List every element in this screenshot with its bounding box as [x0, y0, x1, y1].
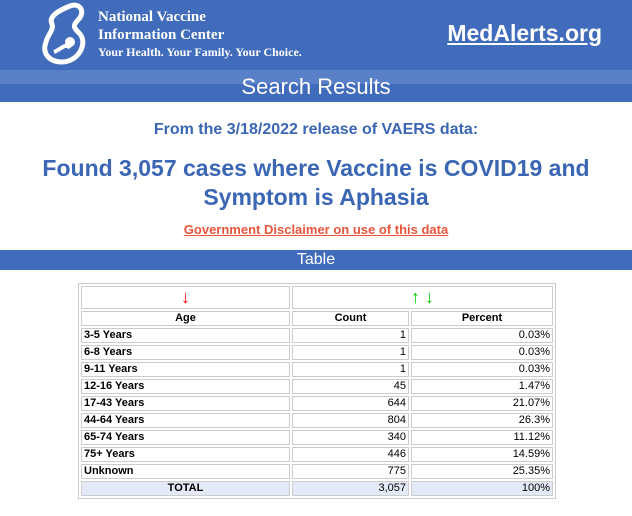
count-cell: 446 [292, 447, 409, 462]
org-line1: National Vaccine [98, 9, 206, 25]
table-row: 44-64 Years 804 26.3% [81, 413, 553, 428]
table-row: 3-5 Years 1 0.03% [81, 328, 553, 343]
disclaimer-link[interactable]: Government Disclaimer on use of this dat… [183, 222, 449, 237]
table-row: 75+ Years 446 14.59% [81, 447, 553, 462]
age-cell: 75+ Years [81, 447, 290, 462]
col-percent: Percent [411, 311, 553, 326]
count-sort-cell: ↑ ↓ [292, 286, 553, 309]
age-cell: 9-11 Years [81, 362, 290, 377]
age-sort-cell: ↓ [81, 286, 290, 309]
count-cell: 340 [292, 430, 409, 445]
age-cell: 44-64 Years [81, 413, 290, 428]
age-cell: 3-5 Years [81, 328, 290, 343]
total-label: TOTAL [81, 481, 290, 496]
tagline: Your Health. Your Family. Your Choice. [98, 45, 302, 59]
count-cell: 45 [292, 379, 409, 394]
header-banner: National Vaccine Information Center Your… [0, 0, 632, 70]
header-row: Age Count Percent [81, 311, 553, 326]
count-cell: 644 [292, 396, 409, 411]
sort-down-icon[interactable]: ↓ [181, 287, 190, 307]
page-title: Search Results [0, 70, 632, 102]
age-cell: 6-8 Years [81, 345, 290, 360]
found-heading: Found 3,057 cases where Vaccine is COVID… [42, 155, 590, 210]
table-row: 65-74 Years 340 11.12% [81, 430, 553, 445]
percent-cell: 21.07% [411, 396, 553, 411]
percent-cell: 26.3% [411, 413, 553, 428]
results-table: ↓ ↑ ↓ Age Count Percent 3-5 Years 1 0.03% 6… [78, 283, 556, 499]
org-name: National Vaccine Information Center Your… [98, 8, 302, 60]
percent-cell: 14.59% [411, 447, 553, 462]
percent-cell: 0.03% [411, 362, 553, 377]
percent-cell: 0.03% [411, 345, 553, 360]
percent-cell: 0.03% [411, 328, 553, 343]
total-percent: 100% [411, 481, 553, 496]
table-row: Unknown 775 25.35% [81, 464, 553, 479]
age-cell: 65-74 Years [81, 430, 290, 445]
org-line2: Information Center [98, 27, 225, 43]
table-band: Table [0, 250, 632, 270]
medalerts-link[interactable]: MedAlerts.org [447, 20, 602, 46]
table-row: 12-16 Years 45 1.47% [81, 379, 553, 394]
percent-cell: 1.47% [411, 379, 553, 394]
count-cell: 775 [292, 464, 409, 479]
col-age: Age [81, 311, 290, 326]
age-cell: 12-16 Years [81, 379, 290, 394]
count-cell: 1 [292, 345, 409, 360]
percent-cell: 11.12% [411, 430, 553, 445]
sort-up-icon[interactable]: ↑ [410, 287, 420, 307]
percent-cell: 25.35% [411, 464, 553, 479]
sort-down-icon[interactable]: ↓ [425, 287, 434, 307]
table-row: 9-11 Years 1 0.03% [81, 362, 553, 377]
age-cell: 17-43 Years [81, 396, 290, 411]
age-cell: Unknown [81, 464, 290, 479]
col-count: Count [292, 311, 409, 326]
nvic-logo-icon[interactable] [40, 2, 90, 66]
table-row: 6-8 Years 1 0.03% [81, 345, 553, 360]
count-cell: 1 [292, 328, 409, 343]
table-row: 17-43 Years 644 21.07% [81, 396, 553, 411]
release-text: From the 3/18/2022 release of VAERS data… [153, 121, 479, 138]
count-cell: 804 [292, 413, 409, 428]
total-count: 3,057 [292, 481, 409, 496]
total-row: TOTAL 3,057 100% [81, 481, 553, 496]
count-cell: 1 [292, 362, 409, 377]
